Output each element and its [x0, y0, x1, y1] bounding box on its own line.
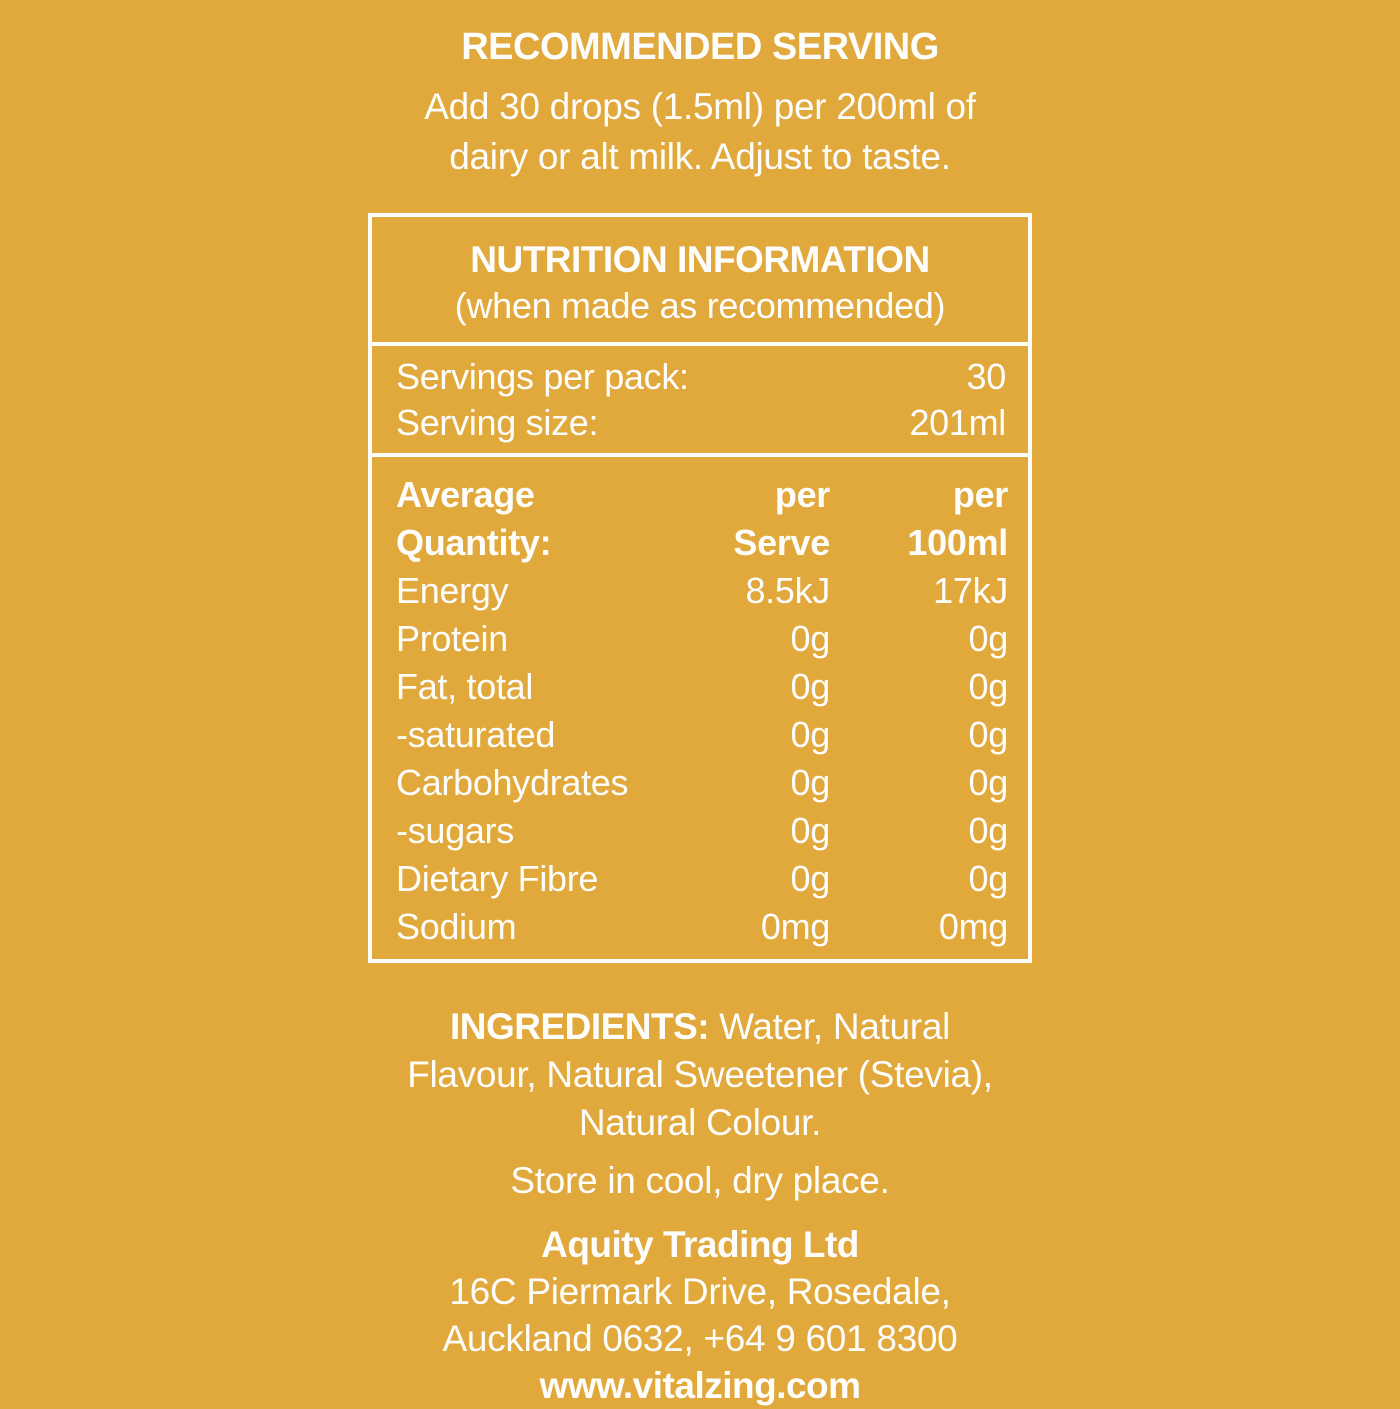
nutrition-panel: NUTRITION INFORMATION (when made as reco… — [368, 213, 1032, 963]
recommended-serving-text: Add 30 drops (1.5ml) per 200ml of dairy … — [0, 82, 1400, 182]
per-serve-value: 0g — [790, 810, 831, 851]
serving-size-value: 201ml — [909, 402, 1006, 443]
serving-text-line2: dairy or alt milk. Adjust to taste. — [449, 136, 951, 177]
nutrition-panel-title: NUTRITION INFORMATION — [470, 239, 930, 280]
per-serve-value: 0g — [790, 714, 831, 755]
per-100ml-value: 0g — [968, 714, 1009, 755]
header-per-100ml: per 100ml — [830, 471, 1008, 567]
company-address-line2: Auckland 0632, +64 9 601 8300 — [442, 1318, 958, 1359]
header-col1-line2: Quantity: — [396, 522, 552, 563]
serving-size-label: Serving size: — [396, 402, 599, 443]
per-100ml-value: 0g — [968, 762, 1009, 803]
nutrition-table-row: Fat, total 0g 0g — [396, 663, 1008, 711]
nutrition-table-row: -sugars 0g 0g — [396, 807, 1008, 855]
ingredients-line1-rest: Water, Natural — [709, 1006, 951, 1047]
nutrient-name: -saturated — [396, 714, 556, 755]
recommended-serving-section: RECOMMENDED SERVING Add 30 drops (1.5ml)… — [0, 0, 1400, 182]
nutrition-panel-subtitle: (when made as recommended) — [454, 285, 946, 326]
per-serve-value: 0g — [790, 618, 831, 659]
nutrition-table: Average Quantity: per Serve per 100ml En… — [372, 453, 1028, 959]
nutrition-table-row: -saturated 0g 0g — [396, 711, 1008, 759]
company-website: www.vitalzing.com — [539, 1365, 861, 1406]
per-100ml-value: 0g — [968, 618, 1009, 659]
per-serve-value: 0g — [790, 666, 831, 707]
servings-per-pack-row: Servings per pack: 30 — [396, 354, 1006, 400]
per-serve-value: 0mg — [760, 906, 830, 947]
header-col2-line1: per — [774, 474, 830, 515]
per-serve-value: 0g — [790, 762, 831, 803]
header-per-serve: per Serve — [690, 471, 830, 567]
serving-text-line1: Add 30 drops (1.5ml) per 200ml of — [424, 86, 976, 127]
nutrition-table-row: Protein 0g 0g — [396, 615, 1008, 663]
nutrient-name: Energy — [396, 570, 509, 611]
servings-per-pack-value: 30 — [966, 356, 1007, 397]
serving-size-row: Serving size: 201ml — [396, 400, 1006, 446]
per-serve-value: 8.5kJ — [745, 570, 830, 611]
per-100ml-value: 17kJ — [933, 570, 1008, 611]
per-serve-value: 0g — [790, 858, 831, 899]
recommended-serving-heading: RECOMMENDED SERVING — [461, 26, 939, 68]
nutrition-table-row: Carbohydrates 0g 0g — [396, 759, 1008, 807]
nutrient-name: Dietary Fibre — [396, 858, 599, 899]
nutrient-name: Fat, total — [396, 666, 534, 707]
company-info: Aquity Trading Ltd 16C Piermark Drive, R… — [0, 1221, 1400, 1409]
per-100ml-value: 0g — [968, 858, 1009, 899]
header-col2-line2: Serve — [733, 522, 830, 563]
servings-section: Servings per pack: 30 Serving size: 201m… — [372, 342, 1028, 453]
per-100ml-value: 0g — [968, 666, 1009, 707]
nutrient-name: Sodium — [396, 906, 517, 947]
header-col3-line1: per — [952, 474, 1008, 515]
nutrition-table-header: Average Quantity: per Serve per 100ml — [396, 471, 1008, 567]
storage-instruction: Store in cool, dry place. — [510, 1160, 890, 1201]
ingredients-label: INGREDIENTS: — [449, 1006, 710, 1047]
ingredients-line2: Flavour, Natural Sweetener (Stevia), — [407, 1054, 993, 1095]
nutrient-name: Carbohydrates — [396, 762, 629, 803]
nutrition-table-body: Energy 8.5kJ 17kJ Protein 0g 0g Fat, total 0g 0g… — [396, 567, 1008, 951]
ingredients-section: INGREDIENTS: Water, Natural Flavour, Nat… — [320, 1003, 1080, 1147]
company-name: Aquity Trading Ltd — [541, 1224, 859, 1265]
nutrition-table-row: Energy 8.5kJ 17kJ — [396, 567, 1008, 615]
nutrition-panel-header: NUTRITION INFORMATION (when made as reco… — [372, 217, 1028, 342]
nutrient-name: -sugars — [396, 810, 514, 851]
nutrient-name: Protein — [396, 618, 508, 659]
servings-per-pack-label: Servings per pack: — [396, 356, 689, 397]
header-col3-line2: 100ml — [907, 522, 1008, 563]
header-col1-line1: Average — [396, 474, 535, 515]
per-100ml-value: 0mg — [938, 906, 1008, 947]
company-address-line1: 16C Piermark Drive, Rosedale, — [449, 1271, 951, 1312]
nutrition-table-row: Dietary Fibre 0g 0g — [396, 855, 1008, 903]
per-100ml-value: 0g — [968, 810, 1009, 851]
ingredients-line3: Natural Colour. — [578, 1102, 822, 1143]
header-average-quantity: Average Quantity: — [396, 471, 690, 567]
nutrition-table-row: Sodium 0mg 0mg — [396, 903, 1008, 951]
ingredients-line1: INGREDIENTS: Water, Natural — [320, 1003, 1080, 1051]
